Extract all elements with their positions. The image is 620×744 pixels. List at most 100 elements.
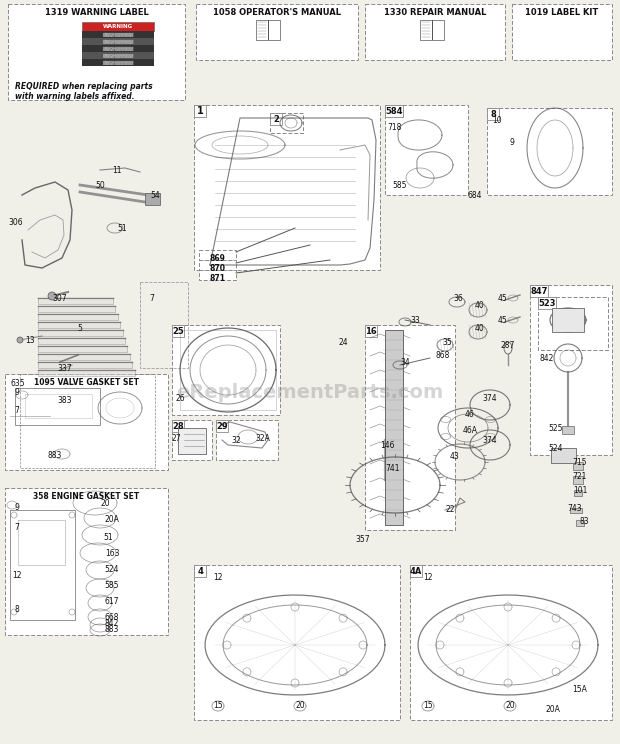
Text: 842: 842 (540, 353, 554, 362)
Bar (551, 448, 576, 463)
Bar (199, 250, 236, 260)
Bar (365, 325, 455, 530)
Bar (38, 362, 132, 368)
Text: 7: 7 (14, 405, 19, 414)
Text: 524: 524 (105, 565, 119, 574)
Text: 146: 146 (379, 440, 394, 449)
Bar (365, 4, 505, 60)
Text: 883: 883 (48, 451, 62, 460)
Bar (199, 270, 236, 280)
Bar (574, 490, 582, 496)
Text: ▓▓▓▓▓▓▓▓▓▓: ▓▓▓▓▓▓▓▓▓▓ (102, 39, 134, 44)
Bar (573, 476, 583, 484)
Text: 33: 33 (410, 315, 420, 324)
Text: 83: 83 (579, 518, 589, 527)
Text: 617: 617 (105, 597, 119, 606)
Text: 684: 684 (467, 190, 482, 199)
Bar (573, 462, 583, 470)
Text: 721: 721 (573, 472, 587, 481)
Bar (270, 113, 303, 133)
Bar (82, 52, 154, 59)
Bar (194, 565, 206, 577)
Text: 523: 523 (538, 298, 556, 307)
Bar (38, 306, 115, 312)
Text: 306: 306 (9, 217, 24, 226)
Text: 8: 8 (15, 606, 19, 615)
Text: 46: 46 (465, 409, 475, 418)
Text: 34: 34 (400, 358, 410, 367)
Text: 45: 45 (498, 315, 508, 324)
Text: 10: 10 (492, 115, 502, 124)
Text: eReplacementParts.com: eReplacementParts.com (176, 382, 444, 402)
Text: 668: 668 (105, 612, 119, 621)
Text: 584: 584 (385, 106, 403, 115)
Text: 525: 525 (549, 423, 563, 432)
Bar (410, 565, 422, 577)
Text: 870: 870 (210, 263, 226, 272)
Text: 12: 12 (423, 574, 433, 583)
Bar (385, 105, 403, 117)
Text: 32A: 32A (255, 434, 270, 443)
Bar (8, 4, 185, 100)
Text: 29: 29 (216, 422, 228, 431)
Text: 842: 842 (105, 618, 119, 627)
Text: 357: 357 (356, 536, 370, 545)
Bar (570, 508, 582, 513)
Text: 43: 43 (450, 452, 460, 461)
Bar (145, 193, 160, 205)
Text: 871: 871 (210, 274, 226, 283)
Text: 54: 54 (150, 190, 160, 199)
Text: 374: 374 (483, 394, 497, 403)
Bar (38, 370, 135, 376)
Text: 20A: 20A (546, 705, 560, 714)
Text: 287: 287 (501, 341, 515, 350)
Text: 1019 LABEL KIT: 1019 LABEL KIT (525, 7, 599, 16)
Text: 741: 741 (386, 464, 401, 472)
Bar (38, 354, 130, 360)
Bar (256, 20, 280, 40)
Bar (512, 4, 612, 60)
Text: 743: 743 (568, 504, 582, 513)
Text: 585: 585 (105, 582, 119, 591)
Text: 9: 9 (14, 388, 19, 397)
Text: 20: 20 (505, 702, 515, 711)
Bar (365, 325, 377, 337)
Text: 715: 715 (573, 458, 587, 466)
Bar (38, 346, 127, 352)
Bar (172, 420, 184, 432)
Text: 374: 374 (483, 435, 497, 444)
Text: REQUIRED when replacing parts
with warning labels affixed.: REQUIRED when replacing parts with warni… (15, 82, 153, 101)
Text: 40: 40 (475, 301, 485, 310)
Text: 2: 2 (273, 115, 279, 124)
Bar (38, 330, 123, 336)
Bar (562, 426, 574, 434)
Bar (538, 297, 556, 309)
Bar (5, 374, 168, 470)
Text: 7: 7 (14, 524, 19, 533)
Bar (268, 20, 269, 40)
Text: 27: 27 (171, 434, 181, 443)
Bar (38, 322, 120, 328)
Text: 45: 45 (498, 293, 508, 303)
Text: 1330 REPAIR MANUAL: 1330 REPAIR MANUAL (384, 7, 486, 16)
Text: 15: 15 (213, 702, 223, 711)
Bar (178, 428, 206, 454)
Text: 101: 101 (573, 486, 587, 495)
Text: 35: 35 (442, 338, 452, 347)
Bar (82, 22, 154, 31)
Bar (385, 330, 403, 525)
Text: ▓▓▓▓▓▓▓▓▓▓: ▓▓▓▓▓▓▓▓▓▓ (102, 60, 134, 65)
Text: 32: 32 (231, 435, 241, 444)
Text: 16: 16 (365, 327, 377, 336)
Bar (38, 298, 113, 304)
Text: 9: 9 (510, 138, 515, 147)
Bar (180, 330, 276, 410)
Text: 847: 847 (530, 286, 547, 295)
Bar (385, 105, 468, 195)
Bar (270, 113, 282, 125)
Text: 40: 40 (475, 324, 485, 333)
Text: 5: 5 (78, 324, 82, 333)
Text: 718: 718 (388, 123, 402, 132)
Text: 1058 OPERATOR'S MANUAL: 1058 OPERATOR'S MANUAL (213, 7, 341, 16)
Text: 13: 13 (25, 336, 35, 344)
